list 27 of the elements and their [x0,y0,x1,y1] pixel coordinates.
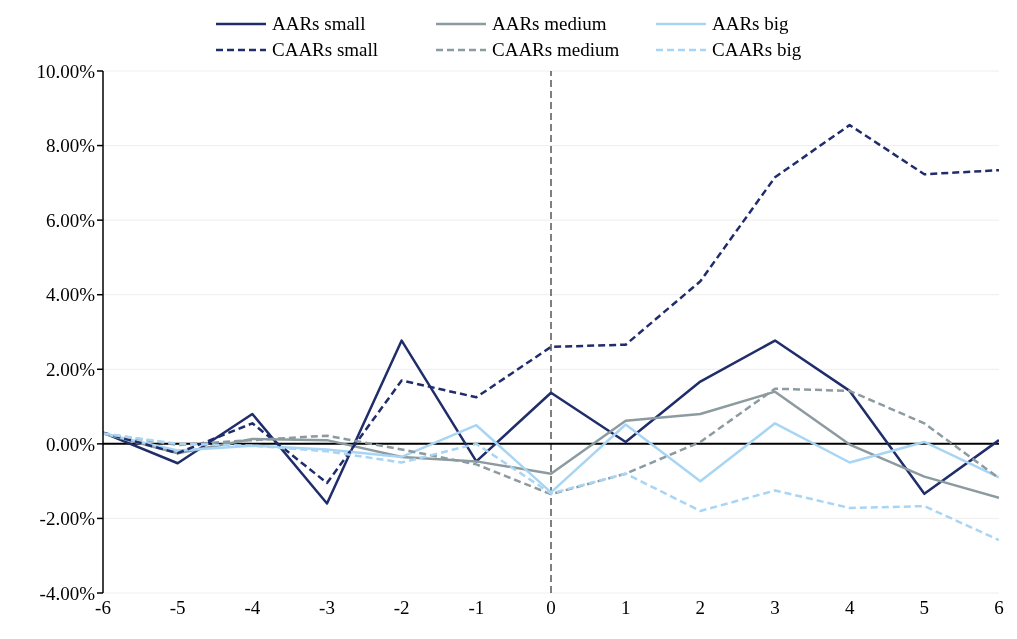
legend-label: AARs medium [492,13,607,35]
legend-label: AARs big [712,13,789,35]
x-tick-label: 4 [844,597,855,619]
y-tick-label: 8.00% [45,135,96,157]
legend-label: AARs small [272,13,366,35]
x-tick-label: -6 [95,597,111,619]
y-tick-label: -4.00% [39,582,96,604]
legend-label: CAARs big [712,39,802,61]
y-tick-label: 4.00% [45,284,96,306]
legend-label: CAARs small [272,39,379,61]
legend-label: CAARs medium [492,39,620,61]
y-tick-label: 2.00% [45,359,96,381]
x-tick-label: -4 [244,597,261,619]
y-tick-label: -2.00% [39,508,96,530]
y-tick-label: 0.00% [45,433,96,455]
x-tick-label: -5 [169,597,186,619]
x-tick-label: 0 [546,597,556,619]
x-tick-label: 2 [695,597,706,619]
x-tick-label: 5 [919,597,930,619]
x-tick-label: -1 [468,597,485,619]
x-tick-label: 6 [994,597,1004,619]
y-tick-label: 6.00% [45,209,96,231]
y-tick-label: 10.00% [36,60,96,82]
x-tick-label: 3 [770,597,780,619]
x-tick-label: 1 [620,597,631,619]
x-tick-label: -2 [393,597,410,619]
x-tick-label: -3 [319,597,335,619]
